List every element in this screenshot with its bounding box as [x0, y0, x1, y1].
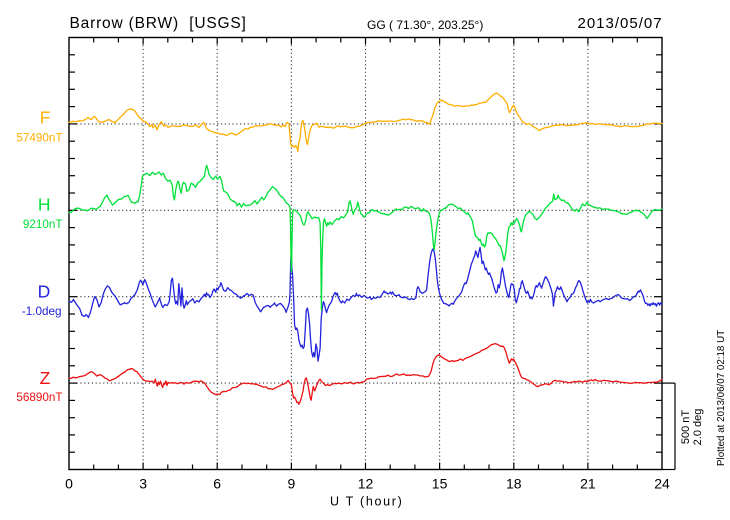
- svg-text:9: 9: [288, 476, 296, 492]
- svg-text:Plotted at 2013/06/07 02:18 UT: Plotted at 2013/06/07 02:18 UT: [716, 330, 727, 466]
- svg-text:-1.0deg: -1.0deg: [22, 305, 62, 318]
- svg-text:21: 21: [580, 476, 596, 492]
- svg-text:Z: Z: [40, 368, 51, 388]
- svg-text:3: 3: [139, 476, 147, 492]
- svg-text:6: 6: [213, 476, 221, 492]
- svg-text:12: 12: [358, 476, 374, 492]
- svg-text:Barrow (BRW) [USGS]: Barrow (BRW) [USGS]: [70, 15, 247, 32]
- svg-text:24: 24: [654, 476, 670, 492]
- svg-text:F: F: [40, 108, 51, 128]
- svg-text:500 nT: 500 nT: [680, 410, 692, 445]
- svg-text:57490nT: 57490nT: [16, 132, 62, 145]
- svg-text:15: 15: [432, 476, 448, 492]
- svg-text:H: H: [38, 195, 51, 215]
- svg-text:2013/05/07: 2013/05/07: [578, 15, 663, 32]
- svg-text:18: 18: [506, 476, 522, 492]
- svg-text:0: 0: [65, 476, 73, 492]
- svg-text:2.0 deg: 2.0 deg: [692, 409, 704, 446]
- svg-text:GG ( 71.30°, 203.25°): GG ( 71.30°, 203.25°): [367, 18, 483, 32]
- svg-text:D: D: [38, 282, 51, 302]
- svg-text:9210nT: 9210nT: [23, 218, 63, 231]
- svg-text:U T (hour): U T (hour): [330, 495, 404, 509]
- svg-text:56890nT: 56890nT: [16, 391, 62, 404]
